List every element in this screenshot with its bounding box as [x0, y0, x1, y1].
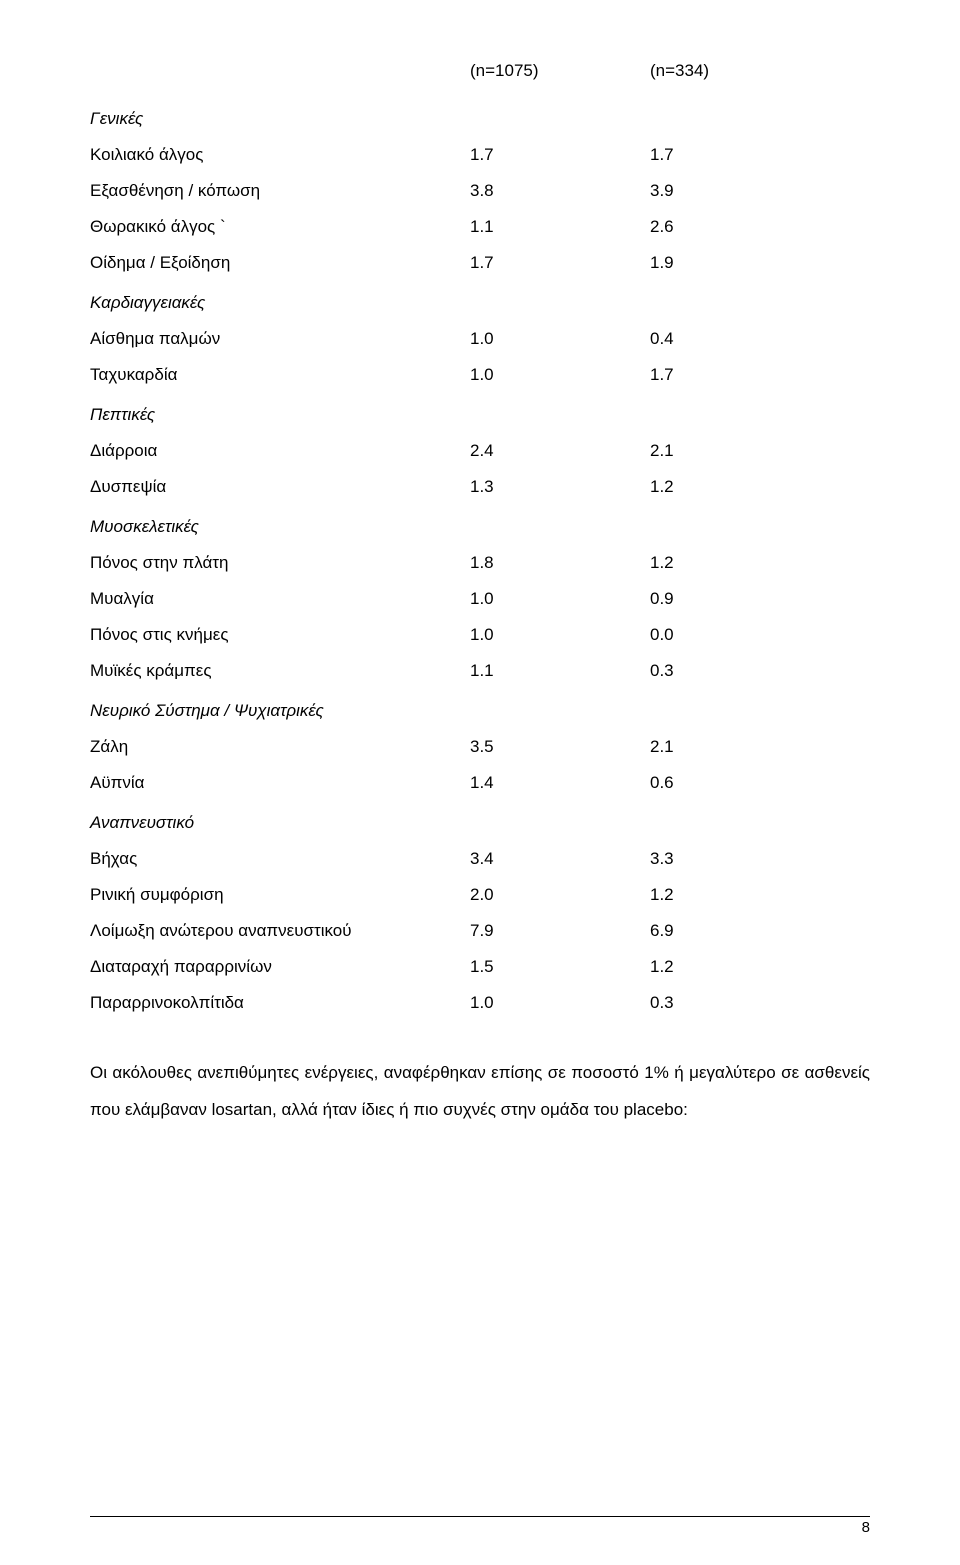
row-value-a: 1.0	[470, 582, 650, 616]
row-label: Ταχυκαρδία	[90, 358, 470, 392]
row-label: Λοίμωξη ανώτερου αναπνευστικού	[90, 914, 470, 948]
table-row: Βήχας3.43.3	[90, 842, 870, 876]
section-title-row: Πεπτικές	[90, 394, 870, 432]
row-value-b: 0.4	[650, 322, 800, 356]
table-row: Πόνος στην πλάτη1.81.2	[90, 546, 870, 580]
table-row: Κοιλιακό άλγος1.71.7	[90, 138, 870, 172]
table-row: Διάρροια2.42.1	[90, 434, 870, 468]
row-value-a: 1.7	[470, 138, 650, 172]
table-row: Μυϊκές κράμπες1.10.3	[90, 654, 870, 688]
row-value-b: 1.2	[650, 470, 800, 504]
row-label: Αϋπνία	[90, 766, 470, 800]
section-title: Αναπνευστικό	[90, 806, 470, 840]
row-label: Παραρρινοκολπίτιδα	[90, 986, 470, 1020]
section-title-row: Γενικές	[90, 98, 870, 136]
row-value-a: 1.5	[470, 950, 650, 984]
section-title-row: Καρδιαγγειακές	[90, 282, 870, 320]
section-title-row: Αναπνευστικό	[90, 802, 870, 840]
row-value-b: 3.3	[650, 842, 800, 876]
row-label: Πόνος στις κνήμες	[90, 618, 470, 652]
row-value-b: 1.7	[650, 358, 800, 392]
row-label: Ζάλη	[90, 730, 470, 764]
row-value-a: 1.0	[470, 358, 650, 392]
row-value-a: 7.9	[470, 914, 650, 948]
row-value-b: 3.9	[650, 174, 800, 208]
table-header-row: (n=1075) (n=334)	[90, 54, 870, 88]
row-label: Δυσπεψία	[90, 470, 470, 504]
table-row: Διαταραχή παραρρινίων1.51.2	[90, 950, 870, 984]
table-row: Αϋπνία1.40.6	[90, 766, 870, 800]
row-value-a: 1.4	[470, 766, 650, 800]
row-label: Αίσθημα παλμών	[90, 322, 470, 356]
section-title: Μυοσκελετικές	[90, 510, 470, 544]
table-row: Ζάλη3.52.1	[90, 730, 870, 764]
row-value-a: 1.1	[470, 210, 650, 244]
table-row: Πόνος στις κνήμες1.00.0	[90, 618, 870, 652]
row-value-a: 3.8	[470, 174, 650, 208]
table-row: Θωρακικό άλγος `1.12.6	[90, 210, 870, 244]
row-label: Οίδημα / Εξοίδηση	[90, 246, 470, 280]
row-label: Πόνος στην πλάτη	[90, 546, 470, 580]
row-value-b: 1.7	[650, 138, 800, 172]
row-value-b: 0.0	[650, 618, 800, 652]
page-number: 8	[862, 1513, 870, 1543]
row-value-a: 1.0	[470, 322, 650, 356]
row-value-b: 6.9	[650, 914, 800, 948]
section-title-row: Μυοσκελετικές	[90, 506, 870, 544]
adverse-events-table: ΓενικέςΚοιλιακό άλγος1.71.7Εξασθένηση / …	[90, 98, 870, 1020]
row-value-b: 0.6	[650, 766, 800, 800]
table-row: Ρινική συμφόριση2.01.2	[90, 878, 870, 912]
row-label: Βήχας	[90, 842, 470, 876]
section-title-row: Νευρικό Σύστημα / Ψυχιατρικές	[90, 690, 870, 728]
row-value-a: 1.3	[470, 470, 650, 504]
table-row: Δυσπεψία1.31.2	[90, 470, 870, 504]
row-value-a: 1.1	[470, 654, 650, 688]
header-col-a: (n=1075)	[470, 54, 650, 88]
body-paragraph: Οι ακόλουθες ανεπιθύμητες ενέργειες, ανα…	[90, 1054, 870, 1129]
table-row: Αίσθημα παλμών1.00.4	[90, 322, 870, 356]
table-row: Παραρρινοκολπίτιδα1.00.3	[90, 986, 870, 1020]
row-value-b: 1.9	[650, 246, 800, 280]
row-value-b: 1.2	[650, 878, 800, 912]
table-row: Ταχυκαρδία1.01.7	[90, 358, 870, 392]
row-label: Θωρακικό άλγος `	[90, 210, 470, 244]
row-label: Διαταραχή παραρρινίων	[90, 950, 470, 984]
row-value-b: 0.3	[650, 986, 800, 1020]
document-page: (n=1075) (n=334) ΓενικέςΚοιλιακό άλγος1.…	[0, 0, 960, 1565]
row-value-b: 0.9	[650, 582, 800, 616]
row-label: Διάρροια	[90, 434, 470, 468]
section-title: Πεπτικές	[90, 398, 470, 432]
row-value-a: 2.0	[470, 878, 650, 912]
header-empty	[90, 54, 470, 88]
table-row: Εξασθένηση / κόπωση3.83.9	[90, 174, 870, 208]
row-value-a: 1.7	[470, 246, 650, 280]
row-value-a: 3.4	[470, 842, 650, 876]
section-title: Καρδιαγγειακές	[90, 286, 470, 320]
row-label: Μυαλγία	[90, 582, 470, 616]
row-label: Εξασθένηση / κόπωση	[90, 174, 470, 208]
row-value-a: 3.5	[470, 730, 650, 764]
header-col-b: (n=334)	[650, 54, 800, 88]
table-row: Οίδημα / Εξοίδηση1.71.9	[90, 246, 870, 280]
footer-rule	[90, 1516, 870, 1517]
row-label: Κοιλιακό άλγος	[90, 138, 470, 172]
row-value-b: 1.2	[650, 950, 800, 984]
row-label: Ρινική συμφόριση	[90, 878, 470, 912]
row-value-b: 1.2	[650, 546, 800, 580]
row-value-a: 2.4	[470, 434, 650, 468]
row-value-a: 1.8	[470, 546, 650, 580]
table-row: Λοίμωξη ανώτερου αναπνευστικού7.96.9	[90, 914, 870, 948]
section-title: Γενικές	[90, 102, 470, 136]
row-value-b: 2.6	[650, 210, 800, 244]
row-value-a: 1.0	[470, 986, 650, 1020]
row-label: Μυϊκές κράμπες	[90, 654, 470, 688]
row-value-a: 1.0	[470, 618, 650, 652]
section-title: Νευρικό Σύστημα / Ψυχιατρικές	[90, 694, 470, 728]
row-value-b: 2.1	[650, 730, 800, 764]
row-value-b: 2.1	[650, 434, 800, 468]
table-row: Μυαλγία1.00.9	[90, 582, 870, 616]
row-value-b: 0.3	[650, 654, 800, 688]
